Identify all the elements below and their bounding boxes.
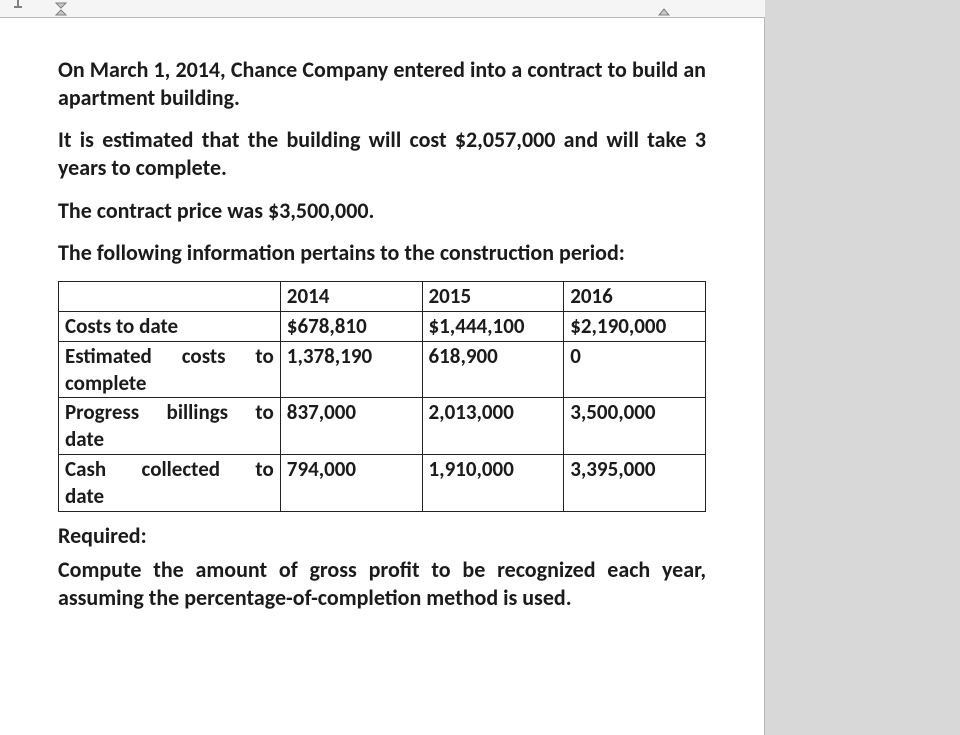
row-label-progress-billings: Progress billings to date — [59, 398, 281, 455]
cell: 1,378,190 — [280, 341, 422, 398]
table-header-2015: 2015 — [422, 281, 564, 311]
table-header-blank — [59, 281, 281, 311]
cell: 2,013,000 — [422, 398, 564, 455]
cell: 0 — [564, 341, 706, 398]
row-label-costs-to-date: Costs to date — [59, 311, 281, 341]
paragraph-intro-1: On March 1, 2014, Chance Company entered… — [58, 56, 706, 112]
cell: 3,395,000 — [564, 455, 706, 512]
paragraph-required-question: Compute the amount of gross profit to be… — [58, 556, 706, 612]
row-label-est-costs-complete: Estimated costs to complete — [59, 341, 281, 398]
ruler — [0, 0, 765, 18]
ruler-tab-stop[interactable] — [14, 0, 24, 12]
paragraph-contract-price: The contract price was $3,500,000. — [58, 197, 706, 225]
paragraph-table-lead: The following information pertains to th… — [58, 239, 706, 267]
table-row: Progress billings to date 837,000 2,013,… — [59, 398, 706, 455]
cell: $2,190,000 — [564, 311, 706, 341]
document-page: On March 1, 2014, Chance Company entered… — [0, 18, 765, 735]
row-label-cash-collected: Cash collected to date — [59, 455, 281, 512]
ruler-indent-marker[interactable] — [54, 2, 68, 16]
paragraph-intro-2: It is estimated that the building will c… — [58, 126, 706, 182]
cell: 837,000 — [280, 398, 422, 455]
table-row: Estimated costs to complete 1,378,190 61… — [59, 341, 706, 398]
table-header-2014: 2014 — [280, 281, 422, 311]
ruler-right-indent-marker[interactable] — [658, 2, 670, 16]
cell: $1,444,100 — [422, 311, 564, 341]
table-header-2016: 2016 — [564, 281, 706, 311]
right-margin-area — [765, 0, 960, 735]
table-row: Costs to date $678,810 $1,444,100 $2,190… — [59, 311, 706, 341]
cell: 3,500,000 — [564, 398, 706, 455]
construction-period-table: 2014 2015 2016 Costs to date $678,810 $1… — [58, 281, 706, 512]
table-row: Cash collected to date 794,000 1,910,000… — [59, 455, 706, 512]
cell: 794,000 — [280, 455, 422, 512]
cell: $678,810 — [280, 311, 422, 341]
required-label: Required: — [58, 522, 706, 550]
cell: 618,900 — [422, 341, 564, 398]
cell: 1,910,000 — [422, 455, 564, 512]
table-header-row: 2014 2015 2016 — [59, 281, 706, 311]
